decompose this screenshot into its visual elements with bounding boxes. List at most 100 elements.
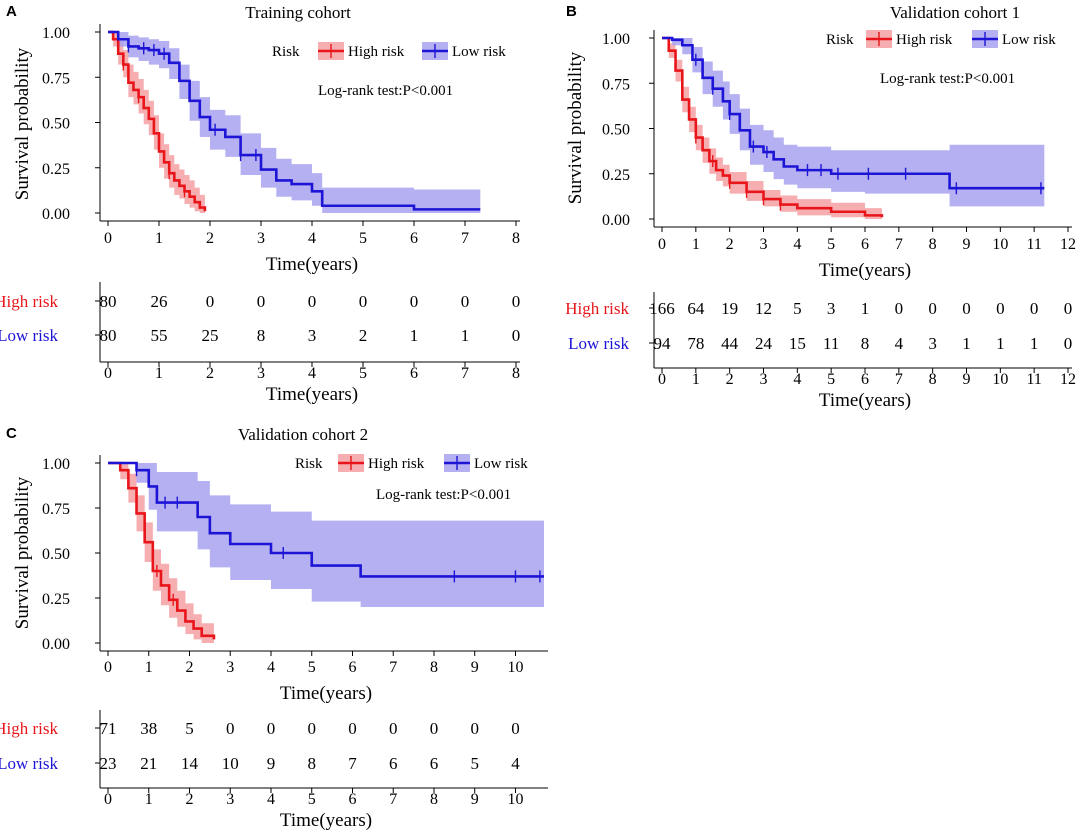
risk-table-count: 0 [1030, 299, 1039, 318]
risk-table-x-tick-label: 10 [992, 371, 1008, 388]
confidence-band-high-risk [108, 463, 214, 643]
y-axis-title: Survival probability [565, 51, 586, 204]
risk-table-count: 11 [823, 334, 839, 353]
legend-label: Low risk [1002, 32, 1056, 48]
risk-table-count: 38 [140, 719, 157, 738]
risk-table-count: 5 [793, 299, 802, 318]
risk-table-count: 0 [307, 719, 316, 738]
y-tick-label: 0.00 [42, 206, 70, 223]
x-tick-label: 11 [1026, 236, 1041, 253]
risk-table-count: 0 [511, 719, 520, 738]
y-tick-label: 0.50 [602, 122, 630, 139]
risk-table-count: 0 [895, 299, 904, 318]
panel-letter: C [6, 425, 17, 442]
risk-table-count: 8 [307, 754, 316, 773]
panel-letter: A [6, 3, 17, 20]
risk-table-x-tick-label: 9 [471, 791, 479, 808]
x-tick-label: 4 [793, 236, 801, 253]
y-axis-title: Survival probability [12, 47, 33, 200]
risk-table-count: 14 [181, 754, 199, 773]
risk-table-count: 2 [359, 326, 368, 345]
risk-table-count: 0 [512, 292, 521, 311]
x-axis-title: Time(years) [266, 254, 358, 275]
y-tick-label: 0.00 [42, 636, 70, 653]
confidence-band-low-risk [108, 32, 481, 213]
x-tick-label: 12 [1060, 236, 1076, 253]
risk-table-x-tick-label: 5 [359, 365, 367, 382]
x-tick-label: 6 [410, 230, 418, 247]
risk-table-count: 0 [470, 719, 479, 738]
log-rank-annotation: Log-rank test:P<0.001 [880, 71, 1015, 87]
risk-table-x-title: Time(years) [819, 390, 911, 411]
legend-title: Risk [826, 32, 854, 48]
risk-table-x-tick-label: 6 [861, 371, 869, 388]
risk-table-count: 0 [308, 292, 317, 311]
x-tick-label: 2 [726, 236, 734, 253]
risk-table-label: Low risk [568, 334, 629, 353]
risk-table-count: 8 [861, 334, 870, 353]
risk-table-count: 0 [410, 292, 419, 311]
risk-table-count: 3 [928, 334, 937, 353]
chart-title: Training cohort [245, 3, 351, 22]
risk-table-x-tick-label: 0 [658, 371, 666, 388]
x-tick-label: 8 [512, 230, 520, 247]
risk-table-count: 3 [827, 299, 836, 318]
risk-table-x-tick-label: 3 [760, 371, 768, 388]
risk-table-count: 12 [755, 299, 772, 318]
x-tick-label: 6 [348, 659, 356, 676]
risk-table-x-tick-label: 4 [793, 371, 801, 388]
risk-table-count: 80 [100, 326, 117, 345]
risk-table-count: 4 [511, 754, 520, 773]
risk-table-x-tick-label: 1 [692, 371, 700, 388]
risk-table-count: 0 [267, 719, 276, 738]
risk-table-count: 0 [206, 292, 215, 311]
risk-table-x-title: Time(years) [266, 384, 358, 405]
risk-table-count: 0 [430, 719, 439, 738]
risk-table-count: 15 [789, 334, 806, 353]
panel-letter: B [566, 3, 577, 20]
risk-table-count: 19 [721, 299, 738, 318]
survival-curve-high-risk [108, 461, 216, 640]
y-axis-title: Survival probability [12, 476, 33, 629]
risk-table-label: High risk [0, 292, 59, 311]
confidence-band-high-risk [662, 38, 882, 219]
risk-table-count: 94 [654, 334, 672, 353]
risk-table-x-tick-label: 1 [145, 791, 153, 808]
x-tick-label: 3 [226, 659, 234, 676]
risk-table-x-tick-label: 8 [512, 365, 520, 382]
confidence-band-high-risk [108, 32, 205, 213]
risk-table-x-tick-label: 5 [308, 791, 316, 808]
x-axis-title: Time(years) [280, 683, 372, 704]
x-tick-label: 3 [257, 230, 265, 247]
survival-curve-high-risk [108, 30, 207, 212]
risk-table-count: 0 [1064, 299, 1073, 318]
risk-table-count: 166 [649, 299, 675, 318]
x-tick-label: 9 [963, 236, 971, 253]
risk-table-count: 0 [996, 299, 1005, 318]
y-tick-label: 0.25 [602, 167, 630, 184]
x-tick-label: 0 [104, 659, 112, 676]
legend: Risk High risk Low risk [826, 30, 1056, 48]
y-tick-label: 1.00 [42, 25, 70, 42]
risk-table-count: 64 [687, 299, 705, 318]
legend: Risk High risk Low risk [295, 454, 528, 472]
y-tick-label: 1.00 [42, 456, 70, 473]
risk-table-label: Low risk [0, 326, 58, 345]
risk-table-count: 6 [430, 754, 439, 773]
risk-table-x-tick-label: 3 [257, 365, 265, 382]
risk-table-count: 26 [151, 292, 168, 311]
risk-table-count: 25 [202, 326, 219, 345]
risk-table-count: 4 [895, 334, 904, 353]
y-tick-label: 0.50 [42, 116, 70, 133]
x-tick-label: 4 [267, 659, 275, 676]
risk-table-count: 6 [389, 754, 398, 773]
x-tick-label: 4 [308, 230, 316, 247]
x-tick-label: 1 [692, 236, 700, 253]
x-tick-label: 9 [471, 659, 479, 676]
risk-table-count: 80 [100, 292, 117, 311]
survival-curve-low-risk [108, 30, 481, 211]
risk-table-count: 5 [185, 719, 194, 738]
legend-label: Low risk [452, 44, 506, 60]
